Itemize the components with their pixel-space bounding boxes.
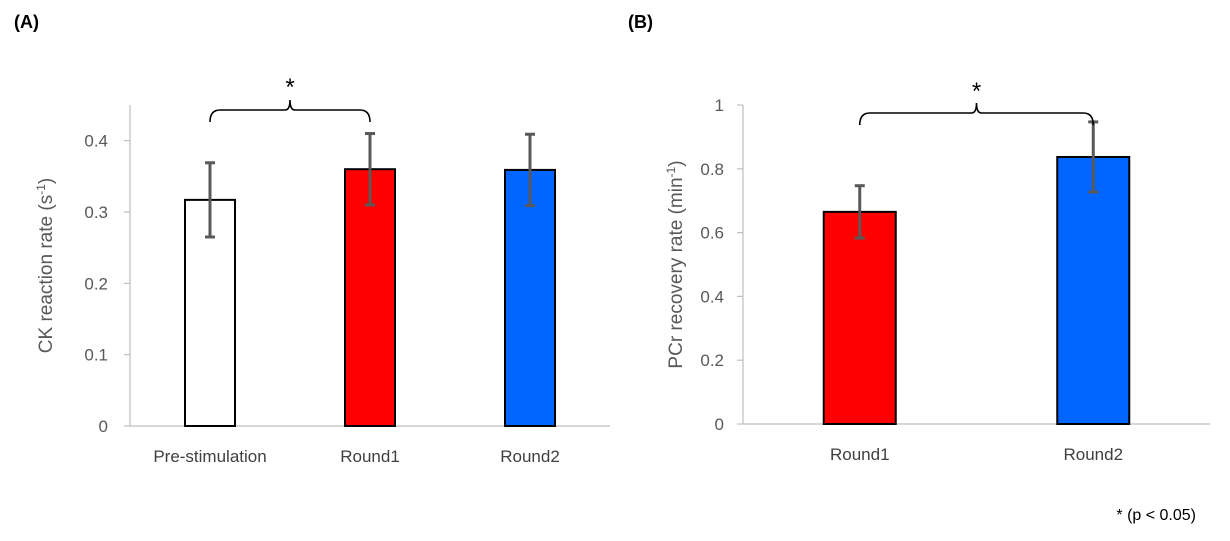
significance-bracket [858,102,1095,126]
y-tick-label: 0 [99,417,108,436]
panel-label: (B) [628,12,653,32]
y-tick-label: 0.4 [84,132,108,151]
category-label: Round1 [340,447,400,466]
y-tick-label: 0.2 [84,274,108,293]
y-tick-label: 0.1 [84,346,108,365]
significance-star: * [972,78,981,105]
y-axis-title: CK reaction rate (s-1) [34,178,57,353]
significance-bracket [209,99,371,123]
panel-a: (A) 0 0.1 0.2 0.3 0.4 CK reaction rate (s-1) Pr… [14,12,610,466]
category-label: Pre-stimulation [153,447,266,466]
category-label: Round2 [1063,445,1123,464]
significance-footnote: * (p < 0.05) [1116,507,1196,524]
bar-round2 [1056,155,1131,425]
y-tick-label: 0.3 [84,203,108,222]
y-tick-label: 0.4 [700,287,724,306]
panel-b: (B) 0 0.2 0.4 0.6 0.8 1 PCr recovery rate (min-… [628,12,1210,464]
y-tick-label: 0.8 [700,160,724,179]
category-label: Round2 [500,447,560,466]
bar-round1 [822,210,897,425]
significance-star: * [285,74,294,101]
y-tick-label: 0 [715,415,724,434]
y-axis-title: PCr recovery rate (min-1) [664,160,687,368]
category-label: Round1 [830,445,890,464]
bar-round2 [504,168,556,427]
y-tick-label: 0.2 [700,351,724,370]
y-tick-label: 1 [715,96,724,115]
bar-round1 [344,168,396,427]
panel-label: (A) [14,12,39,32]
y-tick-label: 0.6 [700,224,724,243]
